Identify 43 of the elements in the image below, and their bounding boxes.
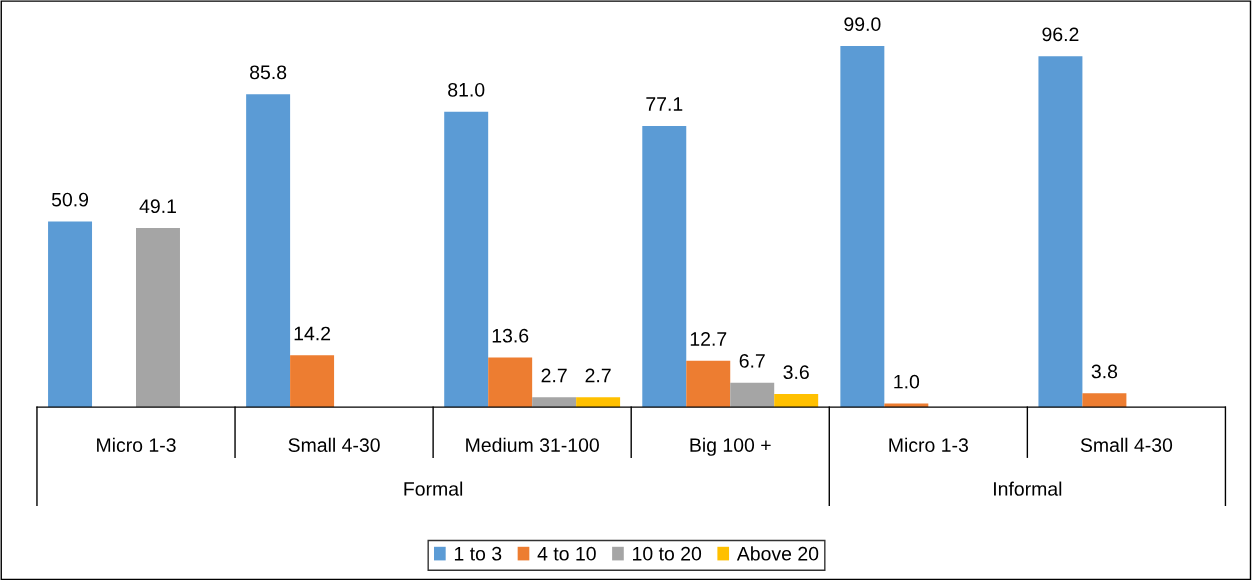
legend-label: 1 to 3 [454, 546, 502, 561]
bar [488, 357, 533, 408]
data-label: 3.8 [1091, 364, 1118, 379]
data-label: 49.1 [139, 199, 176, 214]
data-label: 12.7 [690, 332, 727, 346]
text: Formal [404, 481, 463, 496]
bar [246, 94, 291, 408]
data-label: 14.2 [294, 326, 331, 341]
bar [290, 355, 335, 408]
data-label: 50.9 [51, 192, 89, 207]
legend-label: Above 20 [736, 546, 819, 561]
data-label: 3.6 [783, 365, 809, 380]
bar [774, 394, 819, 408]
x-tick-label: Medium 31-100 [466, 437, 599, 452]
bar [136, 228, 180, 408]
x-tick-label: Big 100 + [690, 437, 771, 456]
data-label: 6.7 [739, 353, 765, 368]
x-tick-label: Small 4-30 [288, 437, 380, 452]
bar [1038, 56, 1083, 408]
bar [1082, 393, 1127, 408]
data-label: 96.2 [1042, 27, 1079, 42]
x-tick-label: Micro 1-3 [889, 437, 968, 452]
text: Informal [994, 481, 1062, 496]
bar [730, 382, 775, 408]
bar [532, 397, 577, 408]
x-tick-label: Small 4-30 [1080, 437, 1173, 452]
data-label: 85.8 [250, 65, 287, 80]
data-label: 2.7 [541, 368, 567, 383]
legend-label: 4 to 10 [537, 546, 596, 561]
data-label: 81.0 [448, 82, 485, 97]
bar [686, 360, 731, 408]
data-label: 77.1 [646, 97, 683, 111]
data-label: 1.0 [894, 374, 920, 389]
bar [48, 221, 93, 408]
legend-label: 10 to 20 [633, 546, 702, 561]
bar [576, 397, 621, 408]
bar [840, 45, 885, 408]
bar [642, 125, 687, 408]
data-label: 99.0 [844, 17, 881, 32]
x-tick-label: Micro 1-3 [97, 437, 176, 452]
bar [444, 111, 489, 408]
data-label: 2.7 [585, 368, 611, 383]
data-label: 13.6 [492, 328, 529, 343]
